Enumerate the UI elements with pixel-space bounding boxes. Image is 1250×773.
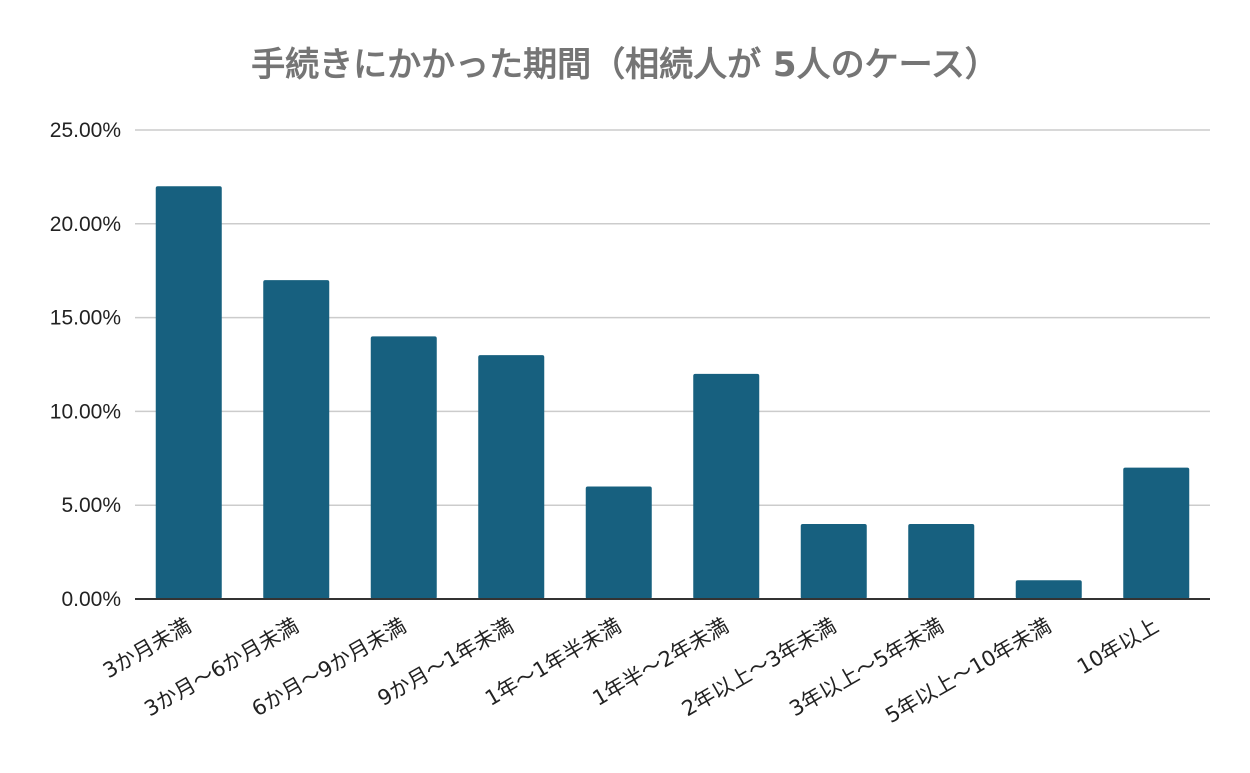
y-tick-label: 20.00%	[50, 213, 121, 236]
y-tick-label: 10.00%	[50, 400, 121, 423]
y-tick-label: 15.00%	[50, 307, 121, 330]
bar	[693, 373, 760, 599]
bar	[155, 186, 222, 599]
x-axis-tick-labels: 3か月未満3か月〜6か月未満6か月〜9か月未満9か月〜1年未満1年〜1年半未満1…	[99, 614, 1163, 728]
y-tick-label: 0.00%	[61, 588, 121, 611]
bar	[478, 355, 545, 599]
bar	[585, 486, 652, 599]
x-tick-label: 3か月未満	[99, 614, 195, 683]
chart-title: 手続きにかかった期間（相続人が 5人のケース）	[251, 45, 999, 85]
bar	[800, 523, 867, 599]
bar	[908, 523, 975, 599]
bar	[1123, 467, 1190, 599]
x-tick-label: 10年以上	[1073, 614, 1163, 680]
bar	[263, 280, 330, 599]
y-axis-tick-labels: 0.00% 5.00% 10.00% 15.00% 20.00% 25.00%	[50, 119, 121, 611]
bar	[1015, 580, 1082, 599]
y-tick-label: 5.00%	[61, 494, 121, 517]
bars	[155, 186, 1190, 599]
y-tick-label: 25.00%	[50, 119, 121, 142]
bar	[370, 336, 437, 599]
